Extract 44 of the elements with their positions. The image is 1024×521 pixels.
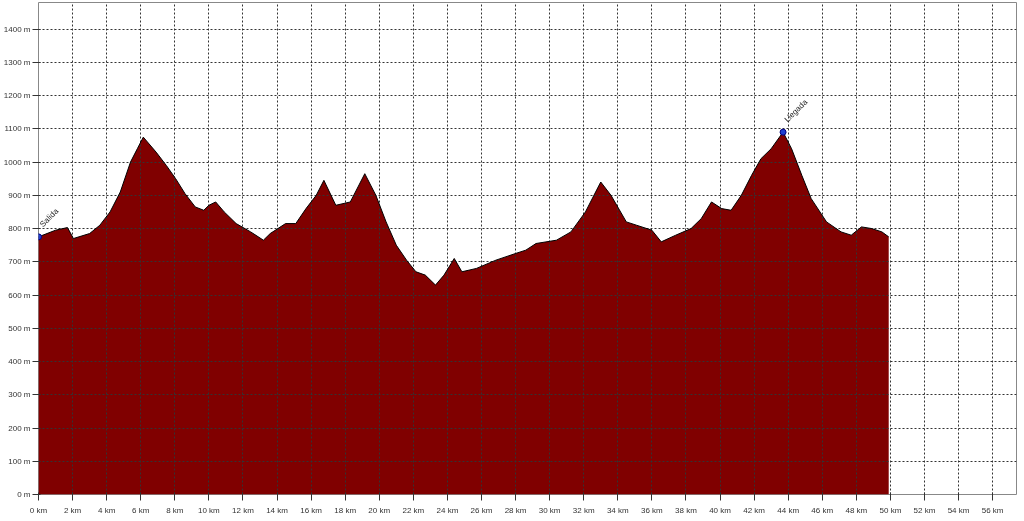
x-tick-label: 26 km (470, 505, 493, 515)
x-tick-label: 56 km (981, 505, 1004, 515)
x-tick-label: 44 km (777, 505, 800, 515)
x-tick-label: 8 km (166, 505, 184, 515)
x-tick-label: 4 km (97, 505, 116, 515)
y-tick-label: 300 m (8, 390, 31, 400)
x-tick-label: 14 km (266, 505, 289, 515)
x-tick-label: 32 km (572, 505, 595, 515)
x-tick-label: 38 km (675, 505, 698, 515)
y-tick-label: 800 m (8, 224, 31, 234)
x-tick-label: 0 km (29, 505, 48, 515)
x-tick-label: 2 km (63, 505, 82, 515)
y-tick-label: 1200 m (3, 91, 31, 101)
x-tick-label: 6 km (132, 505, 150, 515)
x-tick-label: 12 km (232, 505, 255, 515)
y-tick-label: 1300 m (3, 57, 31, 67)
x-tick-label: 48 km (845, 505, 868, 515)
y-tick-label: 700 m (8, 257, 31, 267)
x-tick-label: 34 km (606, 505, 630, 515)
y-tick-label: 200 m (8, 423, 31, 433)
x-tick-label: 18 km (334, 505, 357, 515)
x-tick-label: 46 km (811, 505, 834, 515)
x-tick-label: 24 km (436, 505, 459, 515)
y-tick-label: 1400 m (3, 24, 31, 34)
x-tick-label: 16 km (300, 505, 323, 515)
y-tick-label: 1100 m (4, 124, 31, 134)
y-tick-label: 100 m (8, 456, 31, 466)
x-tick-label: 20 km (368, 505, 391, 515)
x-tick-label: 42 km (743, 505, 766, 515)
x-tick-label: 28 km (504, 505, 527, 515)
y-tick-label: 400 m (8, 357, 31, 367)
y-tick-label: 0 m (17, 490, 31, 499)
x-tick-label: 22 km (402, 505, 425, 515)
x-tick-label: 30 km (538, 505, 561, 515)
x-tick-label: 36 km (640, 505, 664, 515)
y-tick-label: 600 m (8, 290, 31, 300)
y-tick-label: 1000 m (3, 157, 31, 167)
x-tick-label: 50 km (879, 505, 902, 515)
x-tick-label: 10 km (197, 505, 221, 515)
y-tick-label: 500 m (8, 323, 31, 333)
y-tick-label: 900 m (8, 190, 31, 200)
x-tick-label: 40 km (709, 505, 732, 515)
x-tick-label: 54 km (947, 505, 970, 515)
x-tick-label: 52 km (913, 505, 936, 515)
